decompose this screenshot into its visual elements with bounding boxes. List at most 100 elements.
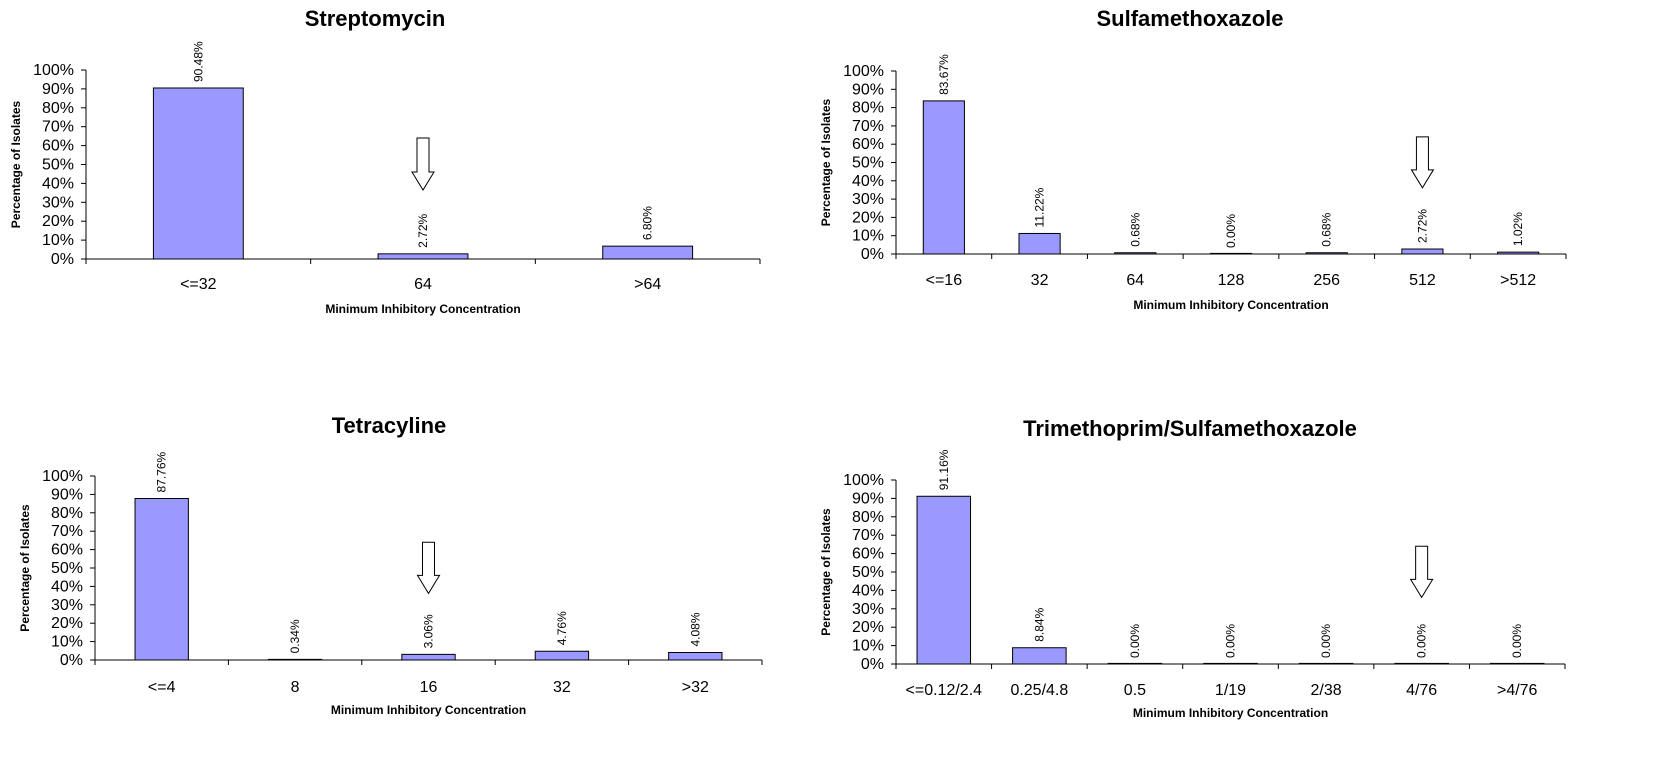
y-tick-label: 100% (843, 472, 884, 489)
bar (1114, 252, 1157, 255)
chart-title: Tetracyline (332, 413, 447, 438)
bar (267, 658, 323, 661)
y-tick-label: 80% (51, 505, 83, 522)
bar (1018, 232, 1061, 255)
y-tick-label: 50% (42, 157, 74, 174)
chart-title: Trimethoprim/Sulfamethoxazole (1023, 416, 1357, 441)
bar (668, 651, 723, 661)
bar (922, 100, 965, 255)
y-tick-label: 100% (33, 62, 74, 79)
y-tick-label: 40% (852, 173, 884, 190)
bar (377, 253, 469, 260)
y-tick-label: 50% (852, 155, 884, 172)
y-tick-label: 30% (852, 601, 884, 618)
y-tick-label: 20% (42, 213, 74, 230)
chart-panel: Sulfamethoxazole Percentage of Isolates Mi… (819, 6, 1567, 312)
y-tick-label: 30% (51, 597, 83, 614)
data-label: 3.06% (422, 614, 436, 648)
y-tick-label: 70% (852, 118, 884, 135)
y-axis-label: Percentage of Isolates (18, 504, 32, 632)
data-label: 0.00% (1319, 624, 1333, 658)
bar (152, 87, 244, 260)
data-label: 0.00% (1128, 624, 1142, 658)
y-tick-label: 60% (852, 136, 884, 153)
x-tick-label: 1/19 (1215, 682, 1246, 699)
y-tick-label: 80% (42, 100, 74, 117)
data-label: 90.48% (191, 41, 205, 82)
y-tick-label: 60% (51, 542, 83, 559)
data-label: 1.02% (1511, 212, 1525, 246)
y-tick-label: 90% (852, 490, 884, 507)
x-tick-label: 0.25/4.8 (1010, 682, 1068, 699)
breakpoint-arrow-icon (1410, 136, 1435, 189)
y-tick-label: 90% (42, 81, 74, 98)
data-label: 4.76% (555, 611, 569, 645)
y-tick-label: 40% (51, 578, 83, 595)
x-tick-label: 64 (1126, 272, 1144, 289)
y-tick-label: 100% (843, 63, 884, 80)
x-tick-label: 64 (414, 276, 432, 293)
bar (1489, 662, 1545, 665)
y-tick-label: 20% (852, 209, 884, 226)
x-axis-label: Minimum Inhibitory Concentration (1133, 298, 1328, 312)
bar (1401, 248, 1444, 255)
x-axis-label: Minimum Inhibitory Concentration (1133, 706, 1328, 720)
bar (602, 245, 694, 260)
y-tick-label: 0% (861, 656, 884, 673)
data-label: 4.08% (688, 612, 702, 646)
x-tick-label: <=32 (180, 276, 217, 293)
data-label: 0.68% (1128, 212, 1142, 246)
y-tick-label: 60% (852, 546, 884, 563)
data-label: 83.67% (937, 54, 951, 95)
x-tick-label: <=0.12/2.4 (906, 682, 983, 699)
bar (534, 650, 590, 661)
y-tick-label: 10% (51, 634, 83, 651)
y-axis-label: Percentage of Isolates (819, 508, 833, 636)
bar (1497, 251, 1540, 255)
x-tick-label: 8 (291, 679, 300, 696)
data-label: 0.00% (1510, 624, 1524, 658)
y-tick-label: 30% (42, 194, 74, 211)
y-tick-label: 50% (852, 564, 884, 581)
y-tick-label: 10% (852, 638, 884, 655)
data-label: 11.22% (1033, 187, 1047, 227)
x-tick-label: 512 (1409, 272, 1436, 289)
y-tick-label: 50% (51, 560, 83, 577)
breakpoint-arrow-icon (416, 541, 441, 595)
bar (401, 653, 456, 661)
chart-panel: Trimethoprim/Sulfamethoxazole Percentage … (819, 416, 1566, 720)
x-tick-label: >4/76 (1497, 682, 1538, 699)
chart-title: Streptomycin (305, 6, 446, 31)
breakpoint-arrow-icon (411, 137, 435, 192)
data-label: 87.76% (155, 451, 169, 492)
y-tick-label: 20% (51, 615, 83, 632)
y-tick-label: 10% (852, 228, 884, 245)
data-label: 8.84% (1032, 607, 1046, 641)
y-tick-label: 40% (42, 175, 74, 192)
bar (1298, 662, 1354, 665)
x-tick-label: <=4 (148, 679, 176, 696)
data-label: 91.16% (937, 449, 951, 490)
bar (134, 498, 189, 661)
x-tick-label: >512 (1500, 272, 1536, 289)
y-tick-label: 80% (852, 100, 884, 117)
x-tick-label: >32 (682, 679, 709, 696)
y-tick-label: 60% (42, 138, 74, 155)
data-label: 2.72% (416, 214, 430, 248)
bar (916, 495, 972, 665)
x-tick-label: 128 (1218, 272, 1245, 289)
y-tick-label: 40% (852, 582, 884, 599)
chart-panel: Streptomycin Percentage of Isolates Minimu… (9, 6, 761, 316)
y-tick-label: 30% (852, 191, 884, 208)
breakpoint-arrow-icon (1409, 545, 1434, 599)
y-tick-label: 0% (60, 652, 83, 669)
y-tick-label: 70% (42, 119, 74, 136)
y-tick-label: 10% (42, 232, 74, 249)
x-tick-label: 16 (420, 679, 438, 696)
y-tick-label: 90% (51, 486, 83, 503)
x-tick-label: 32 (553, 679, 571, 696)
data-label: 2.72% (1415, 209, 1429, 243)
bar (1394, 662, 1449, 665)
y-axis-label: Percentage of Isolates (9, 100, 23, 228)
